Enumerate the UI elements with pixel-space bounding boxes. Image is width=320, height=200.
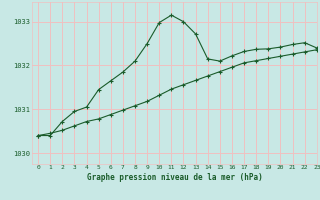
X-axis label: Graphe pression niveau de la mer (hPa): Graphe pression niveau de la mer (hPa)	[86, 173, 262, 182]
